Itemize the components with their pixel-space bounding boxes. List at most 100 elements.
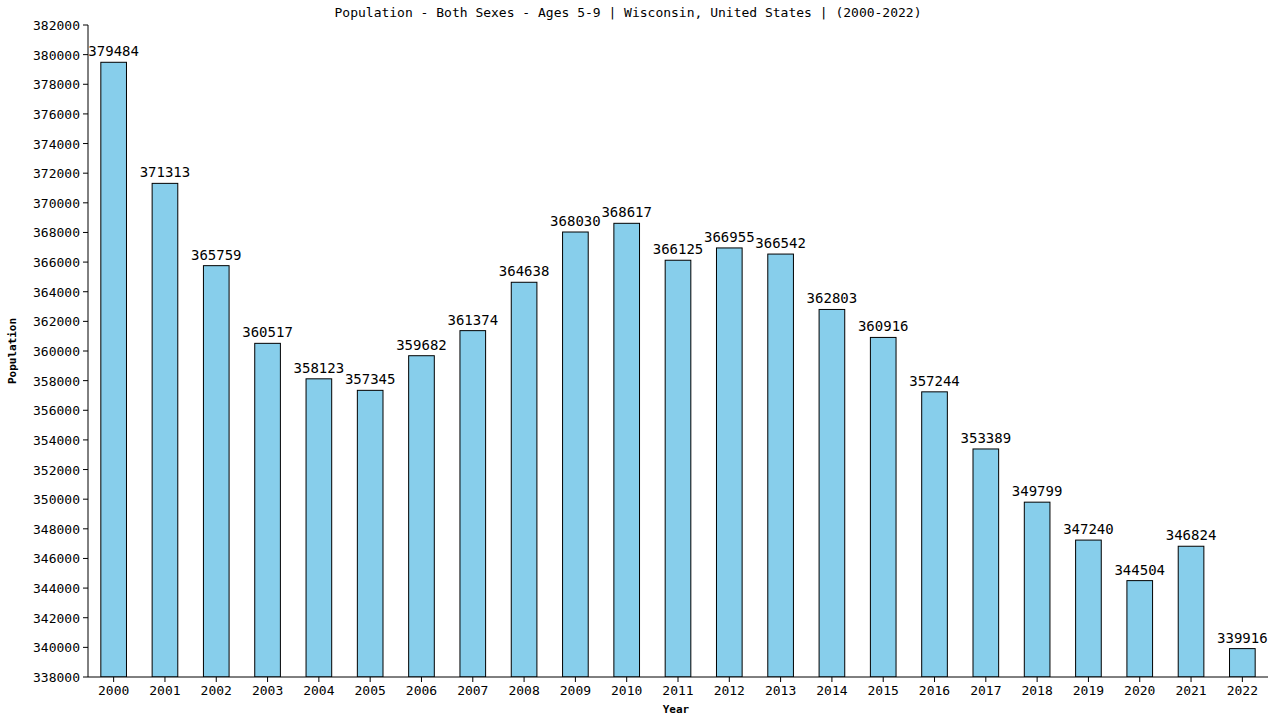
data-label: 362803 [807,290,858,306]
data-label: 366125 [653,241,704,257]
x-tick [216,677,217,682]
x-tick [1139,677,1140,682]
bar [152,183,178,677]
data-label: 371313 [140,164,191,180]
title: Population - Both Sexes - Ages 5-9 | Wis… [335,5,922,20]
y-tick-label: 382000 [33,18,80,33]
y-tick-label: 374000 [33,137,80,152]
x-tick-label: 2008 [508,683,539,698]
x-tick-label: 2018 [1021,683,1052,698]
x-tick-label: 2004 [303,683,334,698]
y-tick-label: 350000 [33,492,80,507]
y-tick-label: 346000 [33,551,80,566]
x-tick [267,677,268,682]
data-label: 361374 [447,312,498,328]
x-tick-label: 2000 [98,683,129,698]
x-tick-label: 2019 [1073,683,1104,698]
y-axis-label: Population [6,318,19,384]
data-label: 360517 [242,324,293,340]
data-label: 344504 [1114,562,1165,578]
bar [922,392,948,677]
y-tick [83,232,88,233]
x-tick [472,677,473,682]
chart: Population - Both Sexes - Ages 5-9 | Wis… [0,0,1280,720]
data-label: 360916 [858,318,909,334]
y-tick [83,558,88,559]
y-tick-label: 356000 [33,403,80,418]
x-tick-label: 2003 [252,683,283,698]
y-tick-label: 354000 [33,433,80,448]
y-tick-label: 372000 [33,166,80,181]
bar [1127,581,1153,677]
y-tick-label: 364000 [33,285,80,300]
bar [255,343,281,677]
x-tick [831,677,832,682]
y-tick-label: 344000 [33,581,80,596]
y-tick [83,173,88,174]
data-label: 366542 [755,235,806,251]
x-tick [164,677,165,682]
data-label: 368030 [550,213,601,229]
y-tick [83,25,88,26]
bars [101,62,1255,677]
y-tick-label: 340000 [33,640,80,655]
x-axis-label: Year [663,703,690,716]
y-tick [83,143,88,144]
bar [101,62,127,677]
y-tick [83,499,88,500]
bar [819,309,845,677]
x-tick [626,677,627,682]
data-label: 353389 [961,430,1012,446]
bar [1178,546,1204,677]
x-tick [883,677,884,682]
x-tick-label: 2016 [919,683,950,698]
data-label: 349799 [1012,483,1063,499]
bar [665,260,691,677]
background [0,0,1280,720]
y-tick [83,469,88,470]
x-tick [678,677,679,682]
x-tick [575,677,576,682]
x-tick [1037,677,1038,682]
y-tick-label: 376000 [33,107,80,122]
x-tick-label: 2001 [149,683,180,698]
y-tick-label: 358000 [33,374,80,389]
data-label: 347240 [1063,521,1114,537]
y-tick-label: 348000 [33,522,80,537]
y-tick [83,617,88,618]
bar [973,449,999,677]
x-tick-label: 2002 [201,683,232,698]
data-label: 346824 [1166,527,1217,543]
y-tick [83,351,88,352]
data-label: 358123 [294,360,345,376]
x-tick [524,677,525,682]
y-tick-label: 338000 [33,670,80,685]
bar [1024,502,1050,677]
y-tick [83,647,88,648]
y-tick [83,321,88,322]
data-label: 379484 [88,43,139,59]
y-tick-label: 378000 [33,77,80,92]
y-tick [83,380,88,381]
x-tick [934,677,935,682]
data-label: 368617 [601,204,652,220]
y-tick [83,410,88,411]
y-tick-label: 380000 [33,48,80,63]
x-tick [1088,677,1089,682]
x-tick [421,677,422,682]
x-tick-label: 2014 [816,683,847,698]
y-tick [83,202,88,203]
bar [614,223,640,677]
x-tick [1242,677,1243,682]
y-tick-label: 352000 [33,463,80,478]
data-label: 364638 [499,263,550,279]
data-label: 339916 [1217,630,1268,646]
y-tick [83,588,88,589]
bar [1076,540,1102,677]
x-tick-label: 2012 [714,683,745,698]
y-tick-label: 342000 [33,611,80,626]
x-tick-label: 2006 [406,683,437,698]
x-tick [318,677,319,682]
y-tick [83,677,88,678]
x-tick-label: 2010 [611,683,642,698]
